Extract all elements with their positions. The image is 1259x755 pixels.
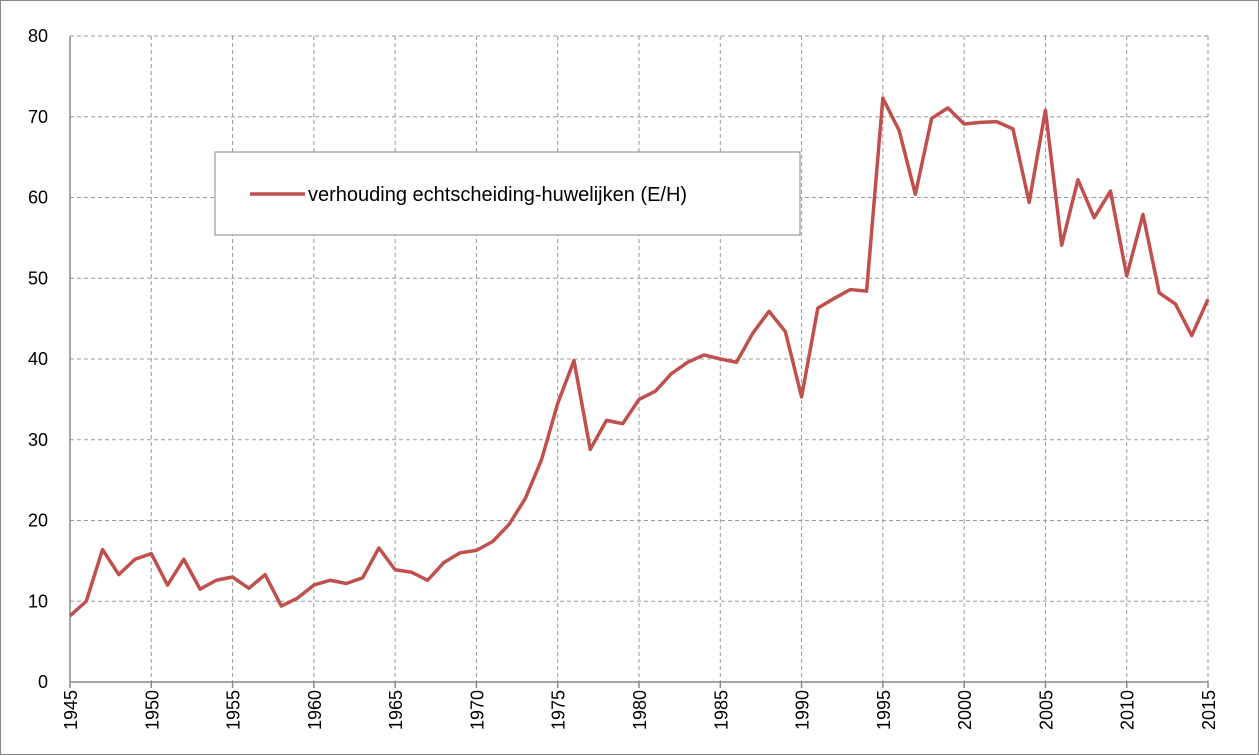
x-tick-label: 1980: [630, 690, 650, 730]
x-tick-label: 1950: [142, 690, 162, 730]
x-tick-label: 1995: [874, 690, 894, 730]
y-tick-label: 40: [28, 349, 48, 369]
y-tick-label: 80: [28, 26, 48, 46]
x-tick-label: 2000: [955, 690, 975, 730]
y-tick-label: 70: [28, 107, 48, 127]
x-tick-label: 1945: [61, 690, 81, 730]
x-tick-label: 2010: [1118, 690, 1138, 730]
x-tick-label: 1960: [305, 690, 325, 730]
x-tick-label: 1985: [711, 690, 731, 730]
data-line: [68, 96, 1210, 618]
x-tick-label: 1975: [549, 690, 569, 730]
y-tick-label: 20: [28, 511, 48, 531]
y-tick-label: 30: [28, 430, 48, 450]
y-tick-label: 60: [28, 188, 48, 208]
x-tick-label: 1970: [467, 690, 487, 730]
legend-box: [214, 151, 801, 236]
y-tick-label: 0: [38, 672, 48, 692]
x-tick-label: 1955: [224, 690, 244, 730]
y-tick-label: 50: [28, 268, 48, 288]
x-tick-label: 1990: [793, 690, 813, 730]
legend-label: verhouding echtscheiding-huwelijken (E/H…: [308, 184, 687, 206]
y-tick-label: 10: [28, 591, 48, 611]
x-tick-label: 2015: [1199, 690, 1219, 730]
x-tick-label: 2005: [1036, 690, 1056, 730]
x-tick-label: 1965: [386, 690, 406, 730]
